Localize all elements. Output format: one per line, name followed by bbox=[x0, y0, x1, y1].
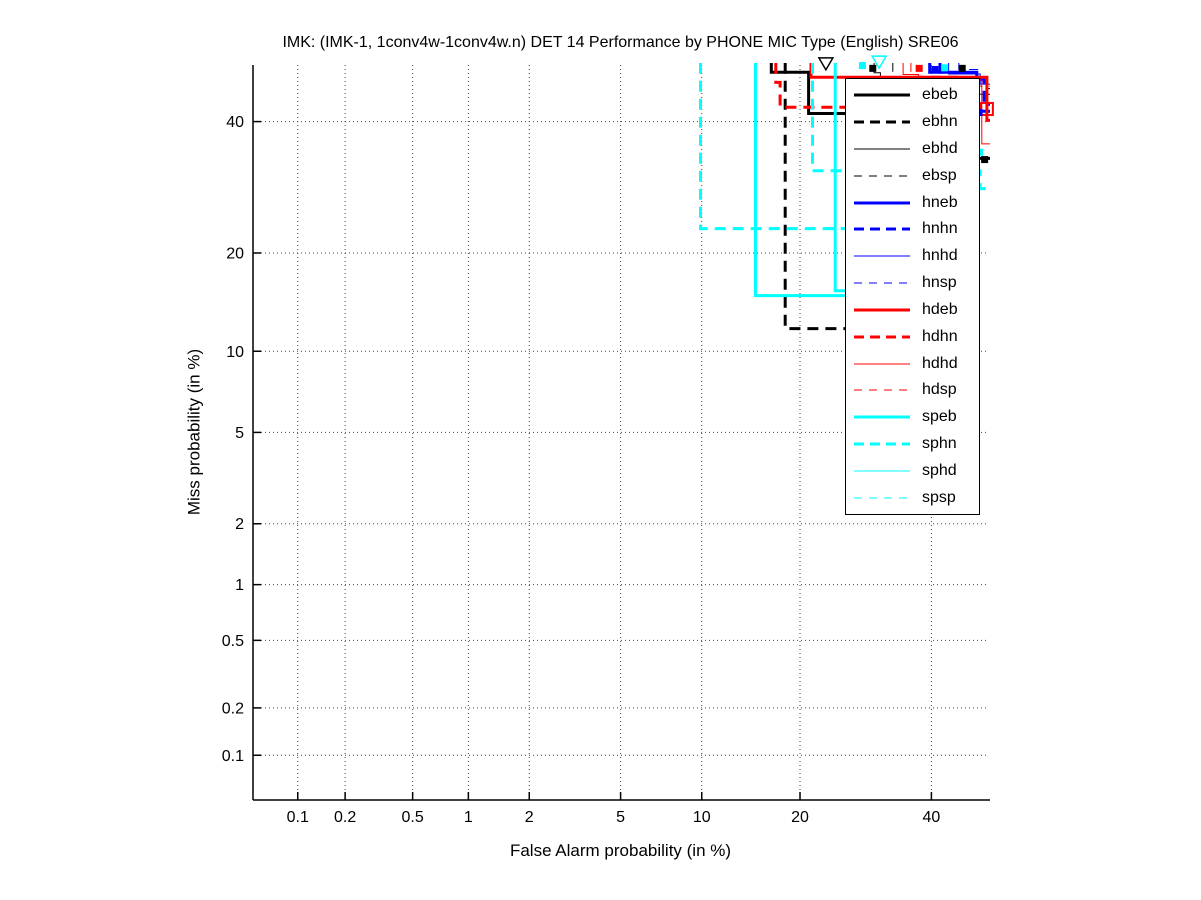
legend-item-ebhn: ebhn bbox=[846, 110, 979, 134]
legend-item-ebhd: ebhd bbox=[846, 137, 979, 161]
legend-line-sample-speb bbox=[854, 415, 910, 419]
curve-hdsp bbox=[910, 63, 990, 87]
svg-text:2: 2 bbox=[525, 809, 534, 826]
legend-label-hnsp: hnsp bbox=[922, 274, 957, 292]
svg-text:0.5: 0.5 bbox=[222, 633, 244, 650]
legend-label-hnhd: hnhd bbox=[922, 247, 958, 265]
svg-text:5: 5 bbox=[616, 809, 625, 826]
svg-text:1: 1 bbox=[235, 577, 244, 594]
legend-item-hdhd: hdhd bbox=[846, 352, 979, 376]
legend-item-hdsp: hdsp bbox=[846, 378, 979, 402]
svg-text:0.2: 0.2 bbox=[222, 700, 244, 717]
curve-hnhd bbox=[948, 63, 990, 85]
legend-line-sample-hnsp bbox=[854, 282, 910, 284]
svg-text:0.1: 0.1 bbox=[287, 809, 309, 826]
legend: ebeb ebhn ebhd ebsp hneb hnhn hnhd hnsp hdeb hdhn… bbox=[845, 78, 980, 515]
legend-line-sample-hnhn bbox=[854, 227, 910, 231]
svg-text:20: 20 bbox=[791, 809, 809, 826]
x-tick-labels: 0.1 0.2 0.5 1 2 5 10 20 40 bbox=[287, 809, 941, 826]
svg-text:2: 2 bbox=[235, 516, 244, 533]
svg-text:20: 20 bbox=[226, 245, 244, 262]
legend-label-ebsp: ebsp bbox=[922, 166, 957, 184]
marker-square bbox=[958, 64, 966, 72]
legend-label-ebhn: ebhn bbox=[922, 113, 958, 131]
legend-line-sample-hdeb bbox=[854, 308, 910, 312]
legend-item-hnhn: hnhn bbox=[846, 217, 979, 241]
legend-line-sample-hnhd bbox=[854, 255, 910, 257]
x-axis-label: False Alarm probability (in %) bbox=[509, 841, 732, 860]
marker-square bbox=[858, 62, 866, 70]
y-axis-label: Miss probability (in %) bbox=[184, 348, 204, 516]
legend-label-hdsp: hdsp bbox=[922, 381, 957, 399]
legend-label-sphn: sphn bbox=[922, 434, 957, 452]
svg-text:1: 1 bbox=[464, 809, 473, 826]
svg-text:0.5: 0.5 bbox=[402, 809, 424, 826]
marker-triangle-down bbox=[870, 55, 888, 70]
legend-line-sample-ebsp bbox=[854, 175, 910, 177]
legend-label-sphd: sphd bbox=[922, 461, 957, 479]
legend-line-sample-hneb bbox=[854, 201, 910, 205]
legend-label-hdhd: hdhd bbox=[922, 354, 958, 372]
legend-line-sample-sphn bbox=[854, 442, 910, 446]
svg-text:40: 40 bbox=[923, 809, 941, 826]
legend-item-hdhn: hdhn bbox=[846, 325, 979, 349]
curve-sphd bbox=[833, 63, 849, 293]
legend-item-hnsp: hnsp bbox=[846, 271, 979, 295]
svg-text:5: 5 bbox=[235, 425, 244, 442]
legend-item-spsp: spsp bbox=[846, 486, 979, 510]
legend-line-sample-sphd bbox=[854, 470, 910, 472]
svg-text:10: 10 bbox=[693, 809, 711, 826]
svg-text:40: 40 bbox=[226, 114, 244, 131]
curve-sphn bbox=[699, 63, 847, 231]
legend-line-sample-spsp bbox=[854, 497, 910, 499]
legend-item-hnhd: hnhd bbox=[846, 244, 979, 268]
svg-text:0.1: 0.1 bbox=[222, 748, 244, 765]
legend-item-ebeb: ebeb bbox=[846, 83, 979, 107]
legend-label-ebhd: ebhd bbox=[922, 140, 958, 158]
chart-title: IMK: (IMK-1, 1conv4w-1conv4w.n) DET 14 P… bbox=[282, 34, 959, 51]
marker-square bbox=[981, 156, 989, 164]
marker-square bbox=[941, 64, 949, 72]
legend-line-sample-ebhn bbox=[854, 120, 910, 124]
marker-square bbox=[869, 64, 877, 72]
legend-line-sample-hdhn bbox=[854, 335, 910, 339]
svg-text:0.2: 0.2 bbox=[334, 809, 356, 826]
legend-item-ebsp: ebsp bbox=[846, 164, 979, 188]
legend-item-sphd: sphd bbox=[846, 459, 979, 483]
legend-label-speb: speb bbox=[922, 408, 957, 426]
marker-square bbox=[931, 65, 939, 73]
legend-label-ebeb: ebeb bbox=[922, 86, 958, 104]
y-tick-labels: 0.1 0.2 0.5 1 2 5 10 20 40 bbox=[222, 114, 244, 765]
tick-marks bbox=[253, 120, 933, 800]
legend-item-speb: speb bbox=[846, 405, 979, 429]
legend-item-hneb: hneb bbox=[846, 191, 979, 215]
marker-square bbox=[915, 64, 923, 72]
legend-line-sample-hdsp bbox=[854, 389, 910, 391]
legend-item-sphn: sphn bbox=[846, 432, 979, 456]
legend-label-hnhn: hnhn bbox=[922, 220, 958, 238]
legend-line-sample-ebeb bbox=[854, 93, 910, 97]
legend-line-sample-hdhd bbox=[854, 363, 910, 365]
legend-line-sample-ebhd bbox=[854, 148, 910, 150]
legend-label-spsp: spsp bbox=[922, 488, 956, 506]
marker-triangle-down bbox=[817, 57, 835, 72]
legend-item-hdeb: hdeb bbox=[846, 298, 979, 322]
legend-label-hneb: hneb bbox=[922, 193, 958, 211]
legend-label-hdhn: hdhn bbox=[922, 327, 958, 345]
legend-label-hdeb: hdeb bbox=[922, 300, 958, 318]
curve-hdhn bbox=[774, 63, 871, 109]
svg-text:10: 10 bbox=[226, 344, 244, 361]
curve-speb bbox=[754, 63, 847, 298]
